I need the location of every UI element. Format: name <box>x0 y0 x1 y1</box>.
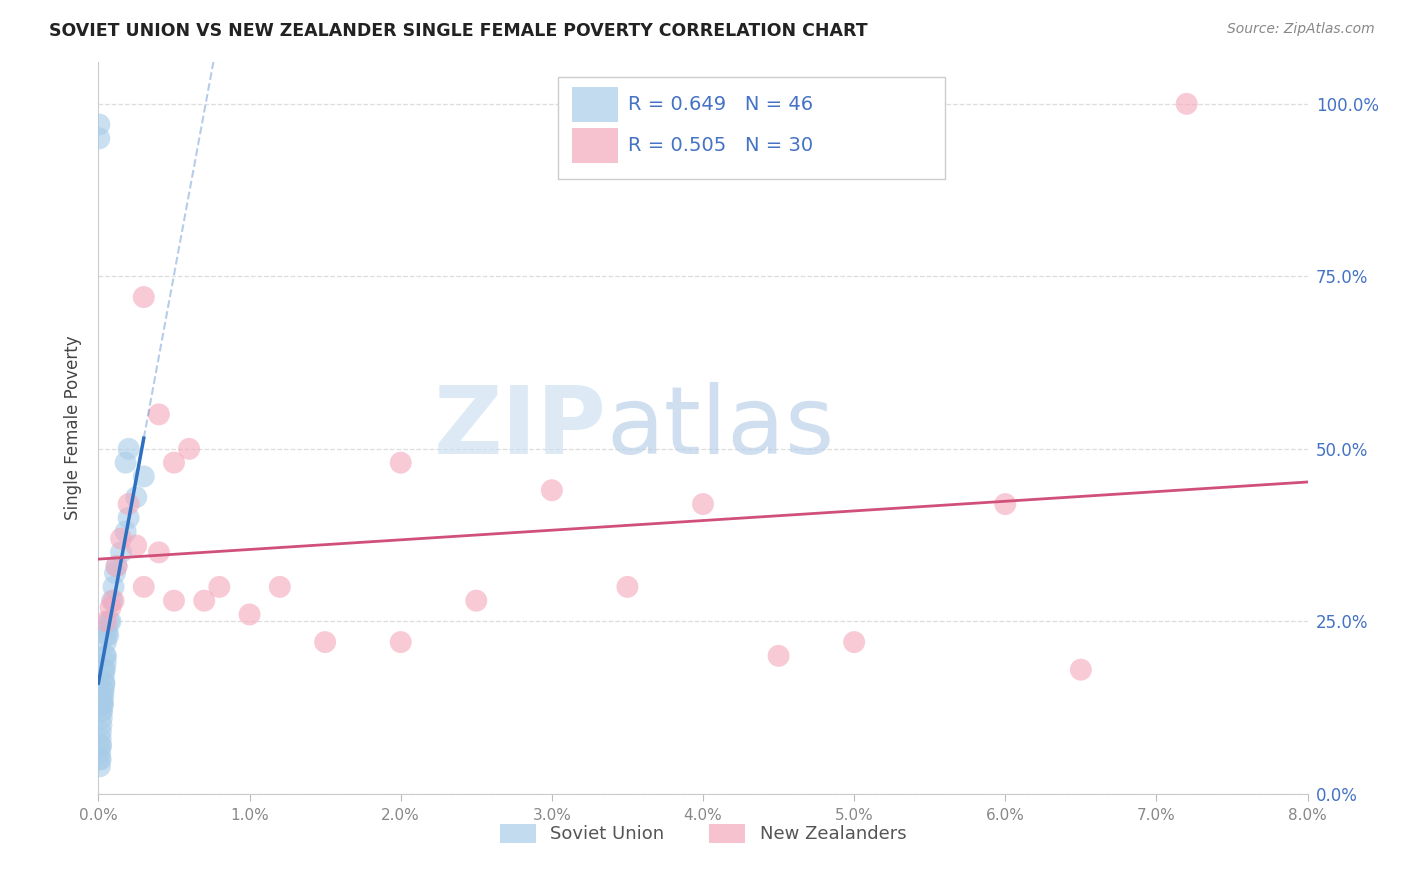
Point <box>91 683 114 698</box>
Point <box>89 131 111 145</box>
Point <box>89 752 111 766</box>
Text: Source: ZipAtlas.com: Source: ZipAtlas.com <box>1227 22 1375 37</box>
Point <box>540 483 562 498</box>
Point <box>132 580 155 594</box>
Point <box>94 663 117 677</box>
Point <box>114 524 136 539</box>
Point <box>91 704 114 718</box>
Point <box>314 635 336 649</box>
Point <box>692 497 714 511</box>
Point <box>101 593 124 607</box>
FancyBboxPatch shape <box>572 87 619 122</box>
Text: atlas: atlas <box>606 382 835 475</box>
Point <box>91 697 114 711</box>
Point <box>110 545 132 559</box>
Point <box>1070 663 1092 677</box>
Point <box>105 559 128 574</box>
FancyBboxPatch shape <box>558 77 945 179</box>
Point <box>104 566 127 580</box>
Point <box>93 676 115 690</box>
Point <box>208 580 231 594</box>
Point <box>90 697 112 711</box>
Point <box>90 731 112 746</box>
Point <box>110 532 132 546</box>
Point <box>90 739 112 753</box>
Point <box>97 628 120 642</box>
Point <box>96 621 118 635</box>
Point <box>90 724 112 739</box>
Point <box>103 593 125 607</box>
Point <box>91 690 114 705</box>
Point <box>94 648 117 663</box>
Point <box>93 683 115 698</box>
Text: SOVIET UNION VS NEW ZEALANDER SINGLE FEMALE POVERTY CORRELATION CHART: SOVIET UNION VS NEW ZEALANDER SINGLE FEM… <box>49 22 868 40</box>
Point <box>96 628 118 642</box>
Point <box>239 607 262 622</box>
Point <box>118 511 141 525</box>
Text: R = 0.649   N = 46: R = 0.649 N = 46 <box>628 95 813 113</box>
Point <box>148 545 170 559</box>
Text: ZIP: ZIP <box>433 382 606 475</box>
Point <box>90 704 112 718</box>
Point <box>90 752 112 766</box>
Point <box>118 442 141 456</box>
Point <box>94 635 117 649</box>
Point <box>94 615 117 629</box>
Point <box>93 676 115 690</box>
Point <box>125 539 148 553</box>
Point <box>94 656 117 670</box>
Point <box>103 580 125 594</box>
Legend: Soviet Union, New Zealanders: Soviet Union, New Zealanders <box>492 816 914 851</box>
Point <box>90 711 112 725</box>
Point <box>132 290 155 304</box>
Text: R = 0.505   N = 30: R = 0.505 N = 30 <box>628 136 813 154</box>
Point <box>768 648 790 663</box>
Point <box>269 580 291 594</box>
Y-axis label: Single Female Poverty: Single Female Poverty <box>65 336 83 520</box>
Point <box>90 739 112 753</box>
Point <box>89 118 111 132</box>
Point <box>1175 96 1198 111</box>
Point <box>389 635 412 649</box>
Point <box>118 497 141 511</box>
Point <box>93 669 115 683</box>
Point <box>179 442 201 456</box>
Point <box>89 746 111 760</box>
Point <box>90 718 112 732</box>
Point <box>132 469 155 483</box>
Point <box>465 593 488 607</box>
Point <box>100 600 122 615</box>
Point <box>163 456 186 470</box>
Point <box>389 456 412 470</box>
Point <box>94 648 117 663</box>
Point <box>105 559 128 574</box>
Point <box>98 615 121 629</box>
Point <box>616 580 638 594</box>
Point <box>193 593 215 607</box>
FancyBboxPatch shape <box>572 128 619 163</box>
Point <box>994 497 1017 511</box>
Point <box>114 456 136 470</box>
Point <box>148 408 170 422</box>
Point <box>844 635 866 649</box>
Point <box>91 690 114 705</box>
Point <box>91 697 114 711</box>
Point <box>89 759 111 773</box>
Point <box>93 663 115 677</box>
Point <box>163 593 186 607</box>
Point <box>100 615 122 629</box>
Point <box>125 490 148 504</box>
